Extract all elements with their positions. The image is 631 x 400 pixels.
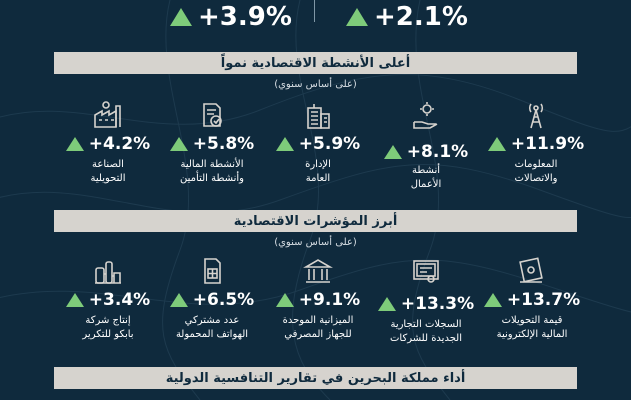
indicator-card-commercial-registrations: +13.3% السجلات التجارية الجديدة للشركات <box>370 256 482 356</box>
up-triangle-icon <box>377 297 396 311</box>
indicator-card-e-transfers: +13.7% قيمة التحويلات المالية الإلكترونية <box>476 256 588 356</box>
indicator-label: عدد مشتركي الهواتف المحمولة <box>175 315 249 340</box>
up-triangle-icon <box>275 137 294 151</box>
hand-gear-icon <box>413 102 438 129</box>
telecom-tower-icon <box>528 103 544 129</box>
top-stat-value: +2.1% <box>374 2 468 32</box>
indicator-card-bapco-refining: +3.4% إنتاج شركة بابكو للتكرير <box>52 256 164 356</box>
certificate-icon <box>413 260 439 283</box>
activity-label: الصناعة التحويلية <box>90 159 126 184</box>
up-triangle-icon <box>346 8 368 26</box>
insurance-document-icon <box>203 103 222 127</box>
activity-card-manufacturing: +4.2% الصناعة التحويلية <box>52 100 164 200</box>
top-stat-value: +3.9% <box>198 2 292 32</box>
indicator-value: +9.1% <box>298 290 361 310</box>
indicator-card-mobile-subscribers: +6.5% عدد مشتركي الهواتف المحمولة <box>156 256 268 356</box>
activity-label: الإدارة العامة <box>305 159 331 184</box>
up-triangle-icon <box>65 293 84 307</box>
activity-label: أنشطة الأعمال <box>410 165 442 190</box>
activity-card-public-admin: +5.9% الإدارة العامة <box>262 100 374 200</box>
up-triangle-icon <box>483 293 502 307</box>
activity-value: +11.9% <box>510 134 585 154</box>
activity-card-ict: +11.9% المعلومات والاتصالات <box>480 100 592 200</box>
up-triangle-icon <box>169 137 188 151</box>
top-stat-right: +2.1% <box>346 2 468 32</box>
activity-label: الأنشطة المالية وأنشطة التأمين <box>180 159 244 184</box>
indicator-label: السجلات التجارية الجديدة للشركات <box>390 319 462 344</box>
activity-label: المعلومات والاتصالات <box>514 159 558 184</box>
up-triangle-icon <box>275 293 294 307</box>
government-building-icon <box>307 104 330 129</box>
indicator-value: +13.7% <box>506 290 581 310</box>
activity-value: +5.8% <box>192 134 255 154</box>
indicator-label: قيمة التحويلات المالية الإلكترونية <box>496 315 568 340</box>
section-title-key-indicators: أبرز المؤشرات الاقتصادية <box>54 210 577 232</box>
activity-card-finance: +5.8% الأنشطة المالية وأنشطة التأمين <box>156 100 268 200</box>
section-note-top-activities: (على أساس سنوي) <box>274 79 357 90</box>
indicator-label: الميزانية الموحدة للجهاز المصرفي <box>282 315 354 340</box>
factory-icon <box>94 101 121 128</box>
money-transfer-icon <box>519 257 543 283</box>
activity-value: +5.9% <box>298 134 361 154</box>
up-triangle-icon <box>170 8 192 26</box>
section-note-key-indicators: (على أساس سنوي) <box>274 237 357 248</box>
up-triangle-icon <box>487 137 506 151</box>
indicator-card-banking-balance: +9.1% الميزانية الموحدة للجهاز المصرفي <box>262 256 374 356</box>
sim-card-icon <box>204 258 221 284</box>
activity-value: +8.1% <box>406 142 469 162</box>
top-stat-left: +3.9% <box>170 2 292 32</box>
up-triangle-icon <box>169 293 188 307</box>
activity-value: +4.2% <box>88 134 151 154</box>
bank-icon <box>303 259 333 283</box>
top-divider <box>314 0 315 22</box>
up-triangle-icon <box>65 137 84 151</box>
section-title-competitiveness: أداء مملكة البحرين في تقارير التنافسية ا… <box>54 367 577 389</box>
indicator-label: إنتاج شركة بابكو للتكرير <box>82 315 134 340</box>
indicator-value: +6.5% <box>192 290 255 310</box>
activity-card-business: +8.1% أنشطة الأعمال <box>370 100 482 200</box>
refinery-icon <box>95 261 121 284</box>
section-title-top-activities: أعلى الأنشطة الاقتصادية نمواً <box>54 52 577 74</box>
indicator-value: +13.3% <box>400 294 475 314</box>
up-triangle-icon <box>383 145 402 159</box>
indicator-value: +3.4% <box>88 290 151 310</box>
